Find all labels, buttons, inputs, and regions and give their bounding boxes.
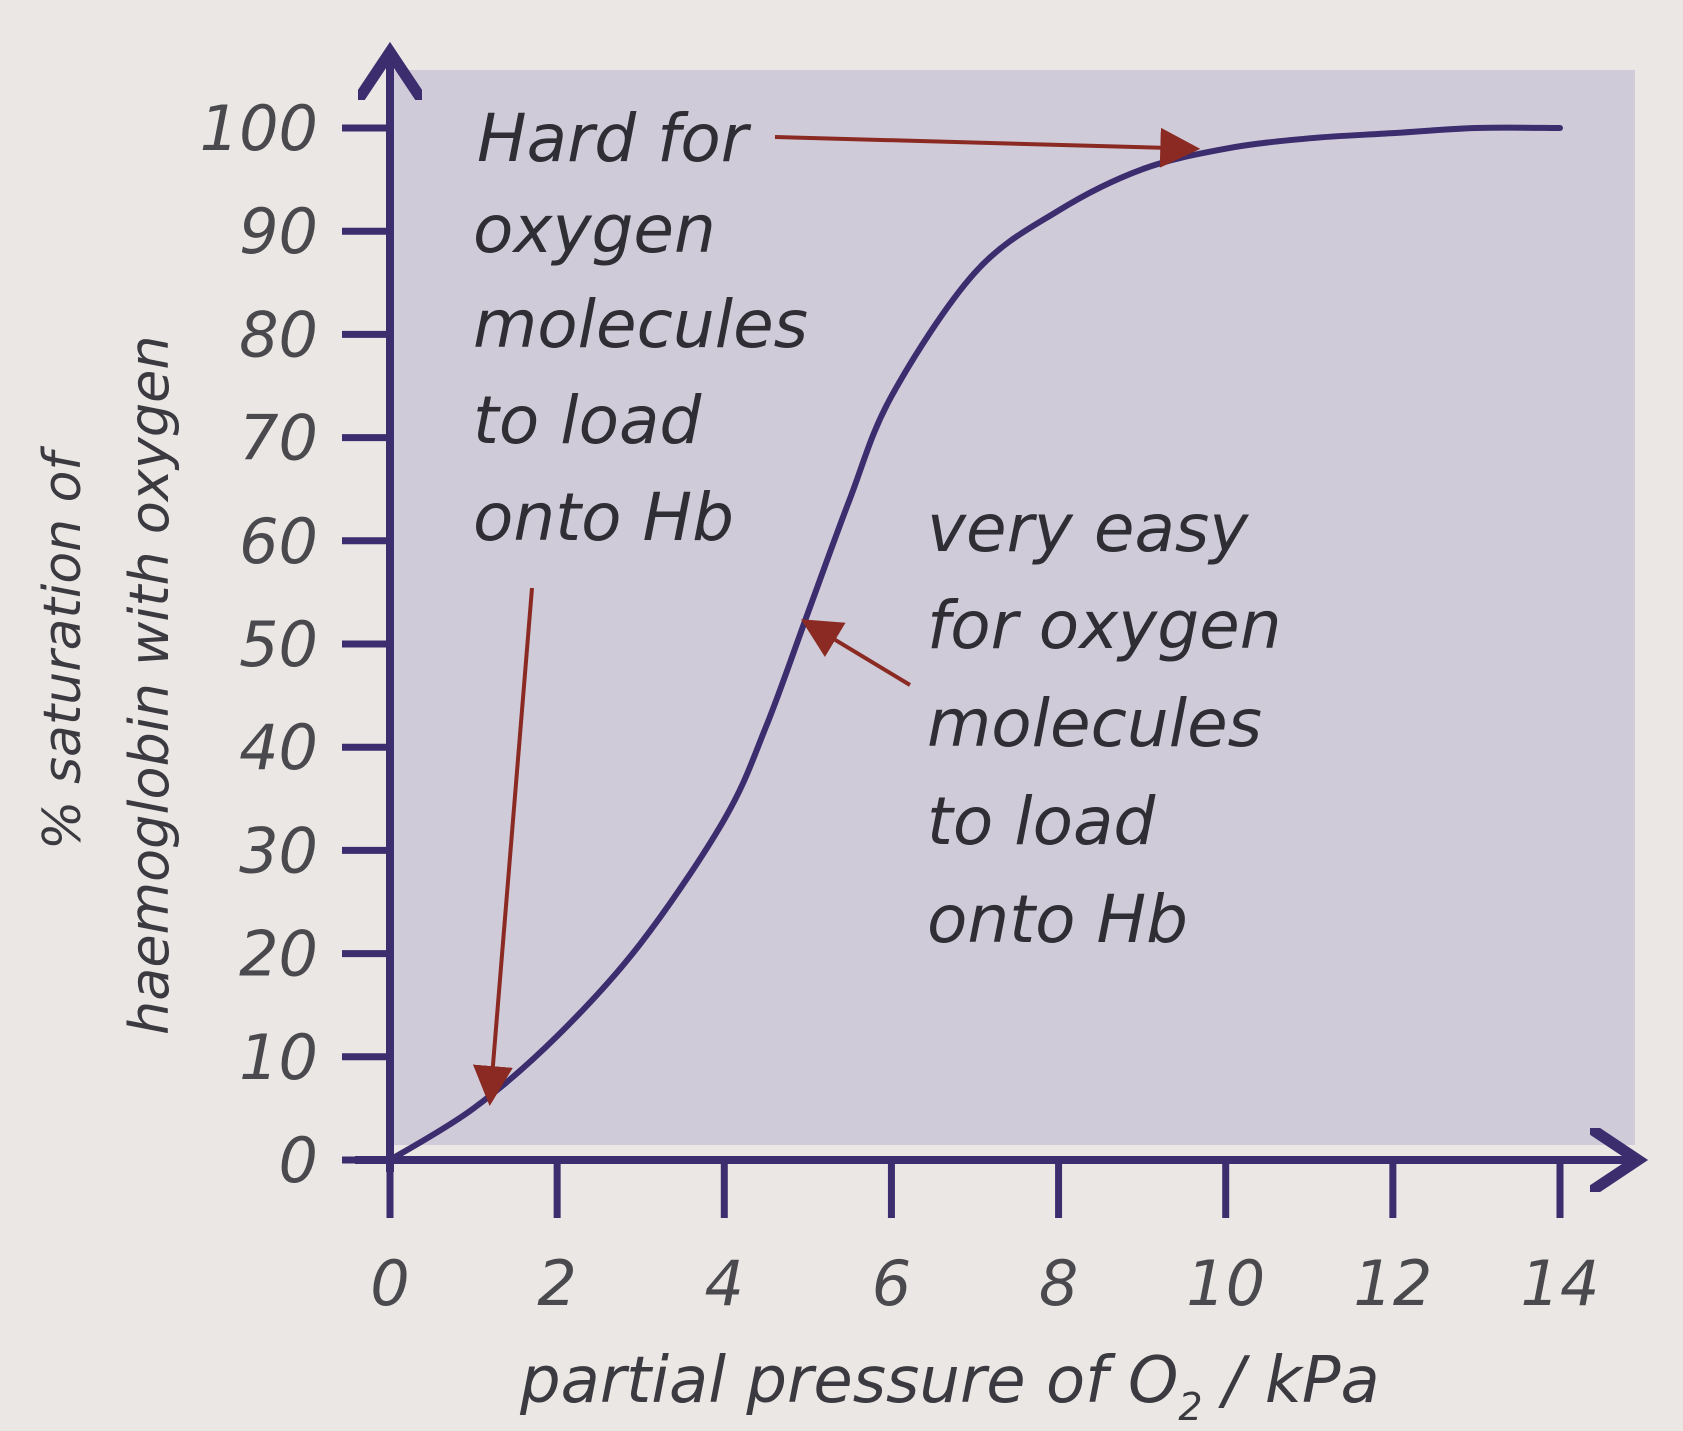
annotation-arrow-0-0 (774, 127, 1201, 168)
annotation-hard-line-2: oxygen (473, 191, 716, 268)
y-tick-label-80: 80 (239, 298, 318, 371)
series-line-0 (387, 124, 1563, 1163)
series-layer (387, 124, 1563, 1163)
annotation-hard-line-3: molecules (473, 286, 808, 363)
y-axis-title-line-1: % saturation of (33, 446, 93, 850)
x-tick-label-4: 4 (705, 1247, 744, 1320)
annotation-easy: very easy for oxygen molecules to load o… (927, 490, 1282, 958)
y-tick-label-30: 30 (239, 814, 318, 887)
y-axis-title-line-2: haemoglobin with oxygen (118, 335, 181, 1035)
annotation-easy-line-3: molecules (927, 685, 1262, 762)
annotation-easy-line-1: very easy (927, 490, 1249, 567)
y-tick-label-90: 90 (239, 195, 318, 268)
plot-area-background (390, 70, 1635, 1145)
y-axis-ticks: 0 10 20 30 40 50 60 70 80 90 100 (200, 92, 390, 1197)
x-tick-label-0: 0 (370, 1247, 409, 1320)
y-tick-label-0: 0 (279, 1124, 318, 1197)
x-tick-label-14: 14 (1521, 1247, 1600, 1320)
y-tick-label-20: 20 (239, 918, 318, 991)
annotation-hard-line-5: onto Hb (473, 479, 734, 556)
annotation-arrow-1-0 (801, 619, 912, 687)
y-tick-label-60: 60 (239, 505, 318, 578)
x-tick-label-10: 10 (1186, 1247, 1265, 1320)
x-axis-title-main: partial pressure of O (519, 1344, 1178, 1418)
y-tick-label-100: 100 (200, 92, 318, 165)
x-axis-title: partial pressure of O2 / kPa (519, 1344, 1380, 1429)
annotation-easy-line-2: for oxygen (927, 587, 1282, 664)
x-axis-title-subscript: 2 (1178, 1385, 1202, 1429)
annotation-hard-line-1: Hard for (477, 100, 752, 177)
x-tick-label-6: 6 (872, 1247, 911, 1320)
y-tick-label-70: 70 (239, 402, 318, 475)
x-tick-label-12: 12 (1353, 1247, 1432, 1320)
x-tick-label-2: 2 (537, 1247, 576, 1320)
y-tick-label-40: 40 (239, 711, 318, 784)
x-axis-ticks: 0 2 4 6 8 10 12 14 (370, 1160, 1599, 1320)
x-axis-title-unit: / kPa (1203, 1344, 1380, 1418)
y-tick-label-50: 50 (239, 608, 318, 681)
annotation-easy-line-4: to load (927, 783, 1156, 860)
annotation-hard-line-4: to load (473, 382, 702, 459)
y-axis-title: % saturation of haemoglobin with oxygen (33, 335, 181, 1035)
x-tick-label-8: 8 (1039, 1247, 1078, 1320)
annotation-arrows (472, 127, 1201, 1107)
annotation-easy-line-5: onto Hb (927, 881, 1188, 958)
y-tick-label-10: 10 (239, 1021, 318, 1094)
annotation-arrow-0-1 (472, 587, 534, 1107)
annotation-hard: Hard for oxygen molecules to load onto H… (473, 100, 808, 556)
